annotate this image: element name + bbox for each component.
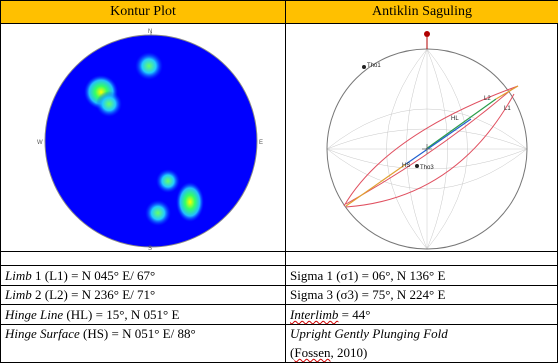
tho1-point [362, 65, 366, 69]
hinge-line-cell: Hinge Line (HL) = 15°, N 051° E [5, 305, 179, 325]
limb1-cell: Limb 1 (L1) = N 045° E/ 67° [5, 266, 155, 286]
density-blob [176, 182, 204, 222]
limb2-value: 2 (L2) = N 236° E/ 71° [31, 287, 156, 302]
tho3-point [415, 164, 419, 168]
header-divider [1, 23, 558, 24]
west-label: W [37, 140, 43, 146]
hinge-line-value: (HL) = 15°, N 051° E [63, 307, 180, 322]
hinge-line-term: Hinge Line [5, 307, 64, 322]
limb1-term: Limb [5, 268, 32, 283]
tho3-label: Tho3 [420, 165, 434, 171]
hinge-line-segment [405, 118, 472, 165]
row2-divider [1, 304, 558, 305]
header-antiklin-saguling: Antiklin Saguling [286, 1, 558, 23]
hinge-surface-term: Hinge Surface [5, 326, 80, 341]
tho1-label: Tho1 [367, 63, 381, 69]
interlimb-value: = 44° [338, 307, 371, 322]
column-divider [285, 1, 286, 363]
row1-divider [1, 285, 558, 286]
limb1-value: 1 (L1) = N 045° E/ 67° [31, 268, 156, 283]
stereonet-plot: Tho1 Tho3 L1 L2 HL HS [326, 31, 528, 250]
density-blob [135, 52, 163, 80]
density-blob [145, 200, 171, 226]
hl-label: HL [451, 116, 459, 122]
great-circle-limb2 [345, 93, 515, 208]
limb2-cell: Limb 2 (L2) = N 236° E/ 71° [5, 285, 155, 305]
density-blob [156, 169, 180, 193]
hs-label: HS [402, 163, 410, 169]
hinge-line-segment [345, 163, 407, 207]
citation-author: Fossen [294, 345, 331, 360]
blank-row-divider [1, 265, 558, 266]
density-blob [96, 91, 122, 117]
citation-open: ( [290, 345, 295, 360]
image-row-divider [1, 251, 558, 252]
row3-divider [1, 324, 558, 325]
north-label: N [148, 29, 152, 35]
l2-label: L2 [484, 96, 491, 102]
south-label: S [148, 246, 152, 251]
sigma3-cell: Sigma 3 (σ3) = 75°, N 224° E [290, 287, 446, 302]
hinge-line-segment [495, 85, 519, 100]
sigma1-cell: Sigma 1 (σ1) = 06°, N 136° E [290, 268, 446, 283]
east-label: E [259, 140, 263, 146]
hinge-line-segment [425, 98, 497, 150]
interlimb-term: Interlimb [290, 307, 339, 322]
limb2-term: Limb [5, 287, 32, 302]
kontur-plot: N W E S [37, 29, 263, 251]
header-kontur-plot: Kontur Plot [1, 1, 285, 23]
hinge-surface-cell: Hinge Surface (HS) = N 051° E/ 88° [5, 324, 196, 344]
fold-classification: Upright Gently Plunging Fold [290, 326, 448, 341]
citation-year: , 2010) [330, 345, 368, 360]
interlimb-cell: Interlimb = 44° [290, 305, 370, 325]
l1-label: L1 [504, 106, 511, 112]
great-circle-limb3 [343, 85, 519, 207]
fold-citation: (Fossen, 2010) [290, 343, 367, 363]
hinge-surface-value: (HS) = N 051° E/ 88° [79, 326, 196, 341]
north-marker [424, 31, 430, 37]
great-circle-limb1 [345, 88, 513, 205]
